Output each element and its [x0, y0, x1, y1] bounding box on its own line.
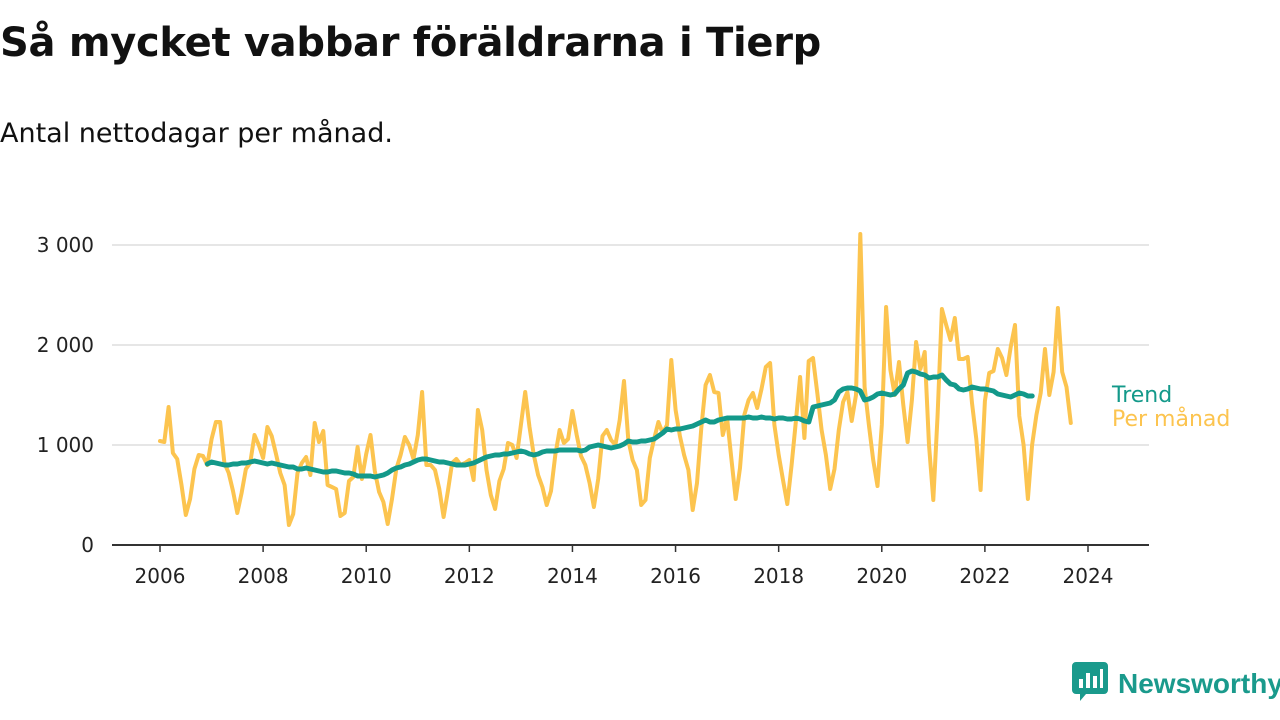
- y-tick-label: 0: [81, 533, 94, 557]
- chart-subtitle: Antal nettodagar per månad.: [0, 118, 393, 149]
- legend-label-per-manad: Per månad: [1112, 406, 1230, 432]
- y-tick-label: 3 000: [37, 233, 94, 257]
- x-tick-label: 2024: [1063, 564, 1114, 588]
- x-tick-label: 2022: [959, 564, 1010, 588]
- x-tick-label: 2014: [547, 564, 598, 588]
- chart-title: Så mycket vabbar föräldrarna i Tierp: [0, 20, 821, 66]
- x-tick-label: 2018: [753, 564, 804, 588]
- x-tick-label: 2008: [238, 564, 289, 588]
- y-tick-label: 2 000: [37, 333, 94, 357]
- y-tick-label: 1 000: [37, 433, 94, 457]
- x-tick-label: 2010: [341, 564, 392, 588]
- x-tick-label: 2016: [650, 564, 701, 588]
- brand-name: Newsworthy: [1118, 668, 1280, 699]
- legend-label-trend: Trend: [1111, 383, 1172, 408]
- brand-logo[interactable]: Newsworthy: [1072, 661, 1280, 707]
- x-tick-label: 2012: [444, 564, 495, 588]
- x-tick-label: 2006: [135, 564, 186, 588]
- x-tick-label: 2020: [856, 564, 907, 588]
- bar-chart-logo-icon: [1072, 661, 1108, 707]
- series-line-trend: [204, 368, 1035, 480]
